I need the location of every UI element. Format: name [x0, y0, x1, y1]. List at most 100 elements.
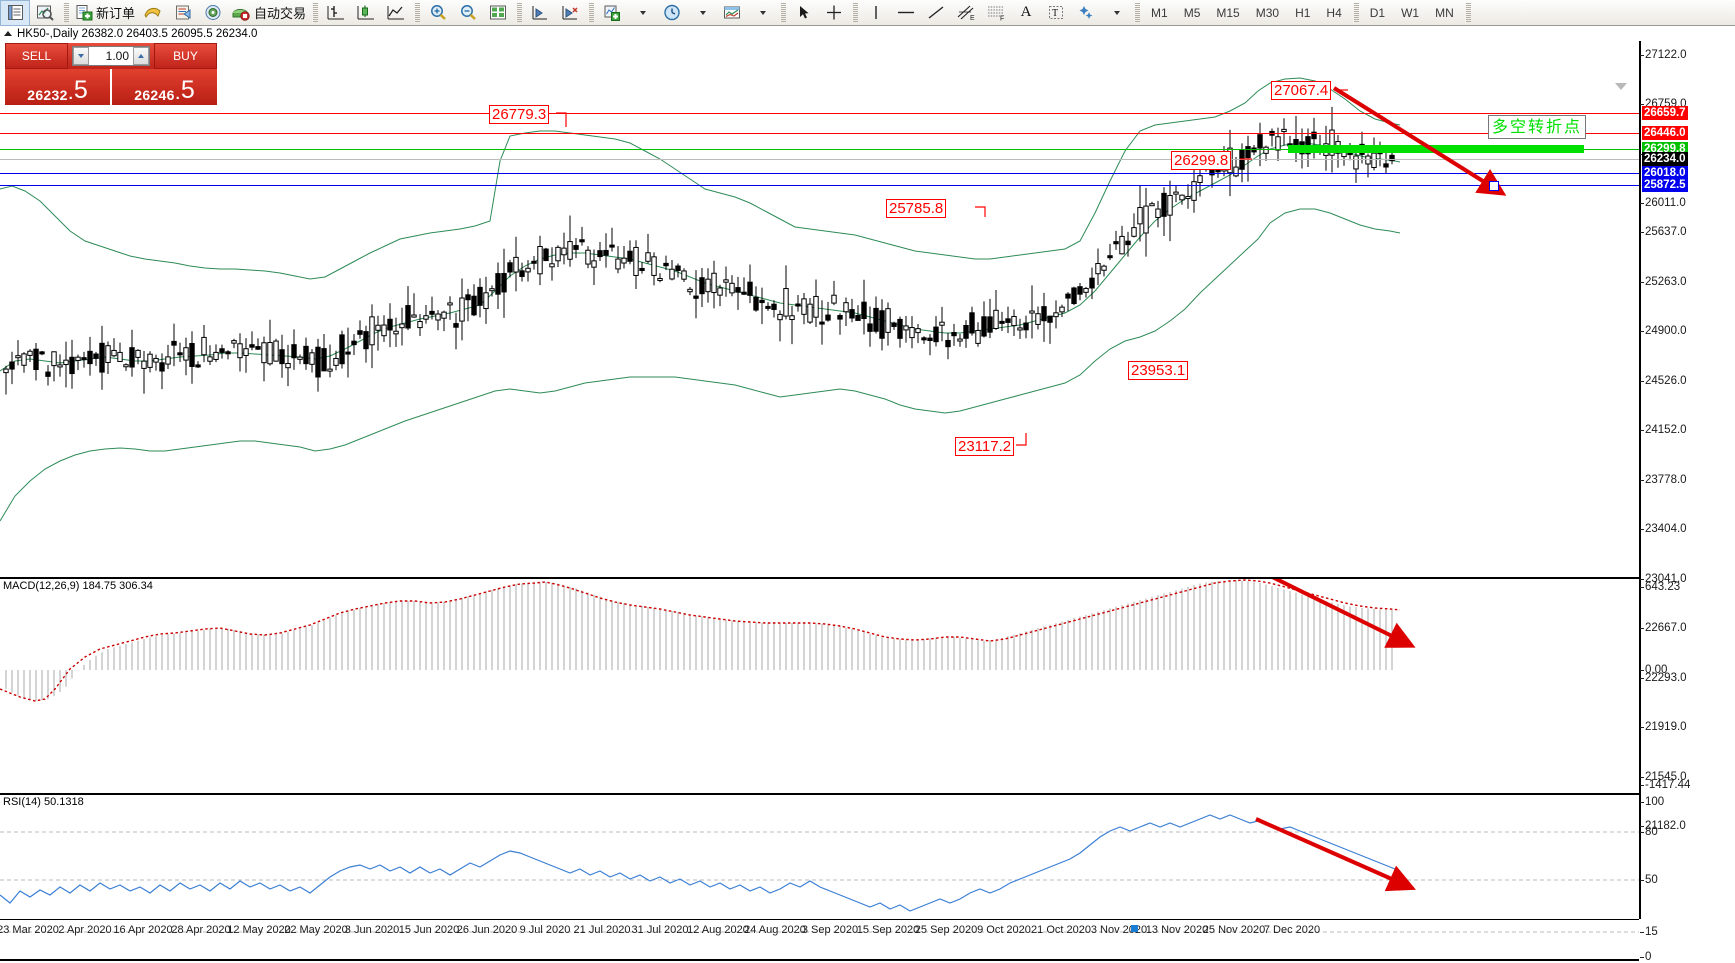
annotation-25785[interactable]: 25785.8 — [886, 199, 947, 218]
candle-body — [1131, 227, 1137, 237]
chart-scroll-up-indicator[interactable] — [1615, 83, 1627, 90]
crosshair-icon[interactable] — [819, 1, 849, 25]
candle-body — [933, 326, 939, 343]
candle-body — [423, 315, 429, 320]
candle-body — [339, 334, 345, 365]
scroll-position-marker[interactable] — [1131, 925, 1138, 932]
price-axis[interactable]: 27122.0 26759.0 26385.0 26011.0 25637.0 … — [1639, 41, 1735, 963]
candle-body — [945, 339, 951, 348]
buy-button[interactable]: BUY — [154, 43, 217, 69]
main-toolbar: 新订单 自动交易 — [0, 0, 1735, 26]
one-click-trading-panel[interactable]: SELL 1.00 BUY 26232 . 5 26246 . 5 — [5, 43, 217, 105]
tile-windows-icon[interactable] — [483, 1, 513, 25]
buy-price-display[interactable]: 26246 . 5 — [112, 69, 217, 105]
sell-price-display[interactable]: 26232 . 5 — [5, 69, 110, 105]
periodicity-icon[interactable] — [657, 1, 687, 25]
date-axis[interactable]: 23 Mar 2020 2 Apr 2020 16 Apr 2020 28 Apr 2… — [0, 919, 1639, 941]
candle-body — [315, 346, 321, 378]
timeframe-m1[interactable]: M1 — [1151, 5, 1168, 20]
candle-body — [1089, 277, 1095, 289]
selected-line-handle[interactable] — [1489, 181, 1499, 191]
candle-body — [1263, 146, 1269, 154]
templates-icon[interactable] — [717, 1, 747, 25]
auto-scroll-icon[interactable] — [555, 1, 585, 25]
auto-trading-button[interactable]: 自动交易 — [228, 1, 309, 25]
chart-shift-icon[interactable] — [525, 1, 555, 25]
timeframe-d1[interactable]: D1 — [1369, 5, 1386, 20]
timeframe-m15[interactable]: M15 — [1216, 5, 1240, 20]
zoom-in-icon[interactable] — [423, 1, 453, 25]
trendline-icon[interactable] — [921, 1, 951, 25]
timeframe-h4[interactable]: H4 — [1326, 5, 1342, 20]
candle-body — [1041, 306, 1047, 322]
candle-body — [717, 287, 723, 296]
candle-body — [1101, 265, 1107, 271]
toolbar-separator-2 — [312, 2, 319, 23]
indicators-icon[interactable] — [138, 1, 168, 25]
vertical-line-icon[interactable] — [861, 1, 891, 25]
annotation-chinese-note[interactable]: 多空转折点 — [1488, 115, 1587, 139]
bar-chart-icon[interactable] — [321, 1, 351, 25]
data-window-icon[interactable] — [30, 1, 60, 25]
horizontal-line-icon[interactable] — [891, 1, 921, 25]
navigator-icon[interactable] — [198, 1, 228, 25]
candle-body — [513, 256, 519, 273]
candle-body — [1179, 194, 1185, 201]
candle-body — [45, 371, 51, 377]
annotation-27067[interactable]: 27067.4 — [1271, 81, 1332, 100]
templates-dropdown-icon[interactable] — [747, 1, 777, 25]
chart-symbol-header: HK50-,Daily 26382.0 26403.5 26095.5 2623… — [0, 26, 1735, 41]
price-tick: 21182.0 — [1640, 820, 1686, 832]
chart-symbol-label: HK50-,Daily 26382.0 26403.5 26095.5 2623… — [17, 27, 258, 40]
toolbar-separator-3 — [414, 2, 421, 23]
candlestick-chart-icon[interactable] — [351, 1, 381, 25]
rsi-panel-divider — [0, 793, 1639, 795]
toolbar-separator-9 — [1352, 2, 1359, 23]
candle-body — [1257, 134, 1263, 149]
fibonacci-icon[interactable]: F — [981, 1, 1011, 25]
timeframe-mn[interactable]: MN — [1435, 5, 1454, 20]
macd-panel-divider — [0, 577, 1639, 579]
annotation-23117[interactable]: 23117.2 — [955, 437, 1015, 456]
cursor-icon[interactable] — [789, 1, 819, 25]
chart-canvas-area[interactable]: 26779.3 27067.4 26299.8 25785.8 23953.1 … — [0, 41, 1735, 963]
zoom-out-icon[interactable] — [453, 1, 483, 25]
volume-decrease-button[interactable] — [73, 47, 89, 65]
candle-body — [345, 351, 351, 355]
timeframe-w1[interactable]: W1 — [1401, 5, 1420, 20]
candle-body — [63, 359, 69, 366]
rsi-label: RSI(14) 50.1318 — [3, 796, 84, 808]
timeframe-h1[interactable]: H1 — [1295, 5, 1311, 20]
add-indicator-dropdown-icon[interactable] — [627, 1, 657, 25]
candle-body — [429, 310, 435, 315]
volume-increase-button[interactable] — [133, 47, 149, 65]
candle-body — [795, 303, 801, 307]
new-order-button[interactable]: 新订单 — [72, 1, 138, 25]
timeframe-m5[interactable]: M5 — [1183, 5, 1201, 20]
equidistant-channel-icon[interactable]: E — [951, 1, 981, 25]
volume-stepper[interactable]: 1.00 — [68, 43, 154, 69]
annotation-26779[interactable]: 26779.3 — [489, 105, 550, 124]
level-line-26659 — [0, 113, 1639, 114]
line-chart-icon[interactable] — [381, 1, 411, 25]
volume-value[interactable]: 1.00 — [105, 49, 129, 63]
sell-button[interactable]: SELL — [5, 43, 68, 69]
periodicity-dropdown-icon[interactable] — [687, 1, 717, 25]
annotation-23953[interactable]: 23953.1 — [1128, 361, 1189, 380]
market-watch-icon[interactable] — [168, 1, 198, 25]
candle-body — [285, 362, 291, 369]
candle-body — [561, 247, 567, 256]
add-indicator-icon[interactable] — [597, 1, 627, 25]
green-support-zone[interactable] — [1288, 145, 1584, 153]
toolbar-separator-7 — [852, 2, 859, 23]
shapes-dropdown-icon[interactable] — [1101, 1, 1131, 25]
terminal-icon[interactable] — [0, 0, 30, 26]
text-label-icon[interactable]: T — [1041, 1, 1071, 25]
candle-body — [15, 355, 21, 359]
annotation-26299[interactable]: 26299.8 — [1171, 151, 1232, 170]
date-tick: 31 Jul 2020 — [631, 924, 689, 936]
timeframe-m30[interactable]: M30 — [1255, 5, 1280, 20]
collapse-triangle-icon[interactable] — [4, 31, 12, 36]
shapes-icon[interactable] — [1071, 1, 1101, 25]
text-icon[interactable]: A — [1011, 1, 1041, 25]
